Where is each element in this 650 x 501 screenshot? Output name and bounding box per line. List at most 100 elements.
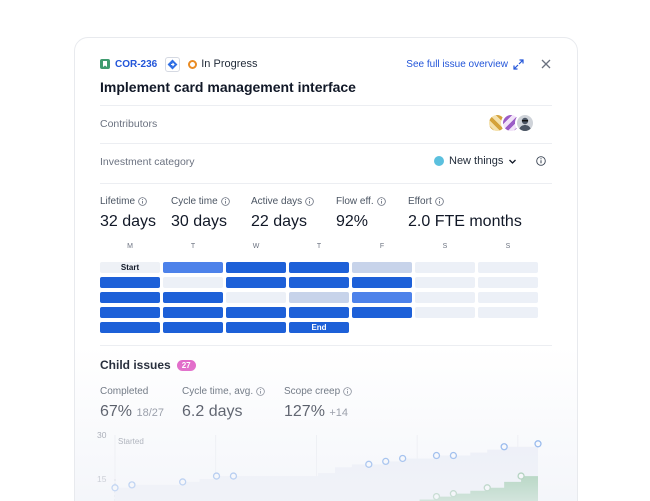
calendar-day-cell[interactable] bbox=[289, 307, 349, 318]
calendar-day-cell[interactable] bbox=[478, 262, 538, 273]
info-icon[interactable] bbox=[256, 387, 265, 396]
scope-point bbox=[111, 484, 119, 492]
calendar-day-cell[interactable] bbox=[415, 262, 475, 273]
contributor-avatars[interactable] bbox=[487, 113, 535, 133]
stat-effort: Effort 2.0 FTE months bbox=[408, 196, 522, 231]
stat-value: 127% bbox=[284, 403, 325, 420]
calendar-day-cell[interactable] bbox=[352, 277, 412, 288]
weekday-label: F bbox=[379, 243, 385, 250]
info-icon[interactable] bbox=[220, 197, 230, 206]
stat-value: 6.2 days bbox=[182, 403, 243, 420]
info-icon[interactable] bbox=[376, 197, 386, 206]
info-icon[interactable] bbox=[138, 197, 147, 206]
info-icon[interactable] bbox=[305, 197, 314, 206]
weekday-label: S bbox=[505, 243, 511, 250]
stat-label: Completed bbox=[100, 386, 149, 397]
issue-title: Implement card management interface bbox=[100, 79, 356, 95]
calendar-day-cell[interactable] bbox=[100, 322, 160, 333]
calendar-day-cell[interactable] bbox=[289, 262, 349, 273]
calendar-day-cell[interactable] bbox=[226, 262, 286, 273]
stat-sub: 18/27 bbox=[136, 407, 165, 419]
info-icon[interactable] bbox=[343, 387, 352, 396]
started-annotation: Started bbox=[118, 437, 144, 446]
calendar-day-cell[interactable] bbox=[100, 307, 160, 318]
stat-label: Active days bbox=[251, 196, 303, 207]
weekday-label: T bbox=[190, 243, 196, 250]
contributors-label: Contributors bbox=[100, 118, 158, 130]
calendar-day-cell[interactable] bbox=[415, 277, 475, 288]
calendar-day-cell[interactable] bbox=[100, 292, 160, 303]
issue-key: COR-236 bbox=[115, 58, 158, 70]
calendar-day-cell[interactable] bbox=[352, 307, 412, 318]
weekday-header: M T W T F S S bbox=[100, 243, 540, 253]
see-full-overview-link[interactable]: See full issue overview bbox=[406, 59, 524, 70]
calendar-day-cell[interactable] bbox=[163, 292, 223, 303]
stat-value: 30 days bbox=[171, 213, 228, 230]
close-icon[interactable] bbox=[540, 58, 552, 70]
calendar-day-cell[interactable] bbox=[289, 292, 349, 303]
calendar-day-cell[interactable] bbox=[478, 292, 538, 303]
child-issues-title: Child issues bbox=[100, 358, 171, 372]
calendar-day-cell[interactable] bbox=[226, 292, 286, 303]
story-icon bbox=[100, 59, 110, 69]
calendar-day-cell[interactable] bbox=[163, 322, 223, 333]
full-overview-label: See full issue overview bbox=[406, 58, 508, 70]
stat-lifetime: Lifetime 32 days bbox=[100, 196, 156, 231]
stat-cycle-time-avg: Cycle time, avg. 6.2 days bbox=[182, 386, 265, 421]
child-issues-header: Child issues 27 bbox=[100, 358, 196, 372]
avatar[interactable] bbox=[515, 113, 535, 133]
calendar-start-cell[interactable]: Start bbox=[100, 262, 160, 273]
scope-point bbox=[500, 443, 508, 451]
stat-label: Flow eff. bbox=[336, 196, 374, 207]
stat-active-days: Active days 22 days bbox=[251, 196, 314, 231]
stat-label: Lifetime bbox=[100, 196, 136, 207]
scope-point bbox=[534, 440, 542, 448]
calendar-day-cell[interactable] bbox=[100, 277, 160, 288]
completed-point bbox=[483, 484, 491, 492]
calendar-day-cell[interactable] bbox=[289, 277, 349, 288]
completed-point bbox=[432, 492, 441, 501]
stat-flow-efficiency: Flow eff. 92% bbox=[336, 196, 386, 231]
stat-scope-creep: Scope creep 127% +14 bbox=[284, 386, 352, 421]
weekday-label: S bbox=[442, 243, 448, 250]
issue-key-link[interactable]: COR-236 bbox=[100, 59, 157, 70]
calendar-day-cell[interactable] bbox=[478, 307, 538, 318]
calendar-day-cell[interactable] bbox=[163, 277, 223, 288]
scope-point bbox=[229, 472, 238, 480]
stat-value: 92% bbox=[336, 213, 369, 230]
status-label: In Progress bbox=[201, 58, 258, 70]
info-icon[interactable] bbox=[434, 197, 444, 206]
chevron-down-icon bbox=[509, 159, 517, 164]
calendar-day-cell[interactable] bbox=[478, 277, 538, 288]
stat-value: 2.0 FTE months bbox=[408, 213, 522, 230]
status-badge[interactable]: In Progress bbox=[188, 58, 258, 70]
investment-category-select[interactable]: New things bbox=[434, 155, 547, 167]
y-tick-label: 15 bbox=[97, 474, 107, 484]
issue-header-bar: COR-236 In Progress See full issue overv… bbox=[100, 56, 552, 72]
expand-icon bbox=[513, 58, 524, 70]
issue-type-icon[interactable] bbox=[165, 56, 181, 72]
info-icon[interactable] bbox=[536, 156, 547, 166]
child-issues-count-badge: 27 bbox=[176, 359, 196, 371]
calendar-day-cell[interactable] bbox=[163, 307, 223, 318]
scope-point bbox=[382, 457, 390, 466]
calendar-day-cell[interactable] bbox=[163, 262, 223, 273]
calendar-day-cell[interactable] bbox=[226, 307, 286, 318]
weekday-label: T bbox=[316, 243, 322, 250]
divider bbox=[100, 105, 552, 106]
divider bbox=[100, 345, 552, 346]
calendar-day-cell[interactable] bbox=[415, 292, 475, 303]
calendar-day-cell[interactable] bbox=[415, 307, 475, 318]
weekday-label: M bbox=[127, 243, 133, 250]
calendar-day-cell[interactable] bbox=[226, 277, 286, 288]
divider bbox=[100, 143, 552, 144]
calendar-day-cell[interactable] bbox=[226, 322, 286, 333]
stat-label: Scope creep bbox=[284, 386, 341, 397]
calendar-end-cell[interactable]: End bbox=[289, 322, 349, 333]
stat-label: Cycle time bbox=[171, 196, 218, 207]
activity-calendar: Start End bbox=[100, 262, 540, 337]
calendar-day-cell[interactable] bbox=[352, 292, 412, 303]
child-issues-burnup-chart: 30 15 Started bbox=[97, 430, 542, 501]
calendar-day-cell[interactable] bbox=[352, 262, 412, 273]
stat-value: 22 days bbox=[251, 213, 308, 230]
